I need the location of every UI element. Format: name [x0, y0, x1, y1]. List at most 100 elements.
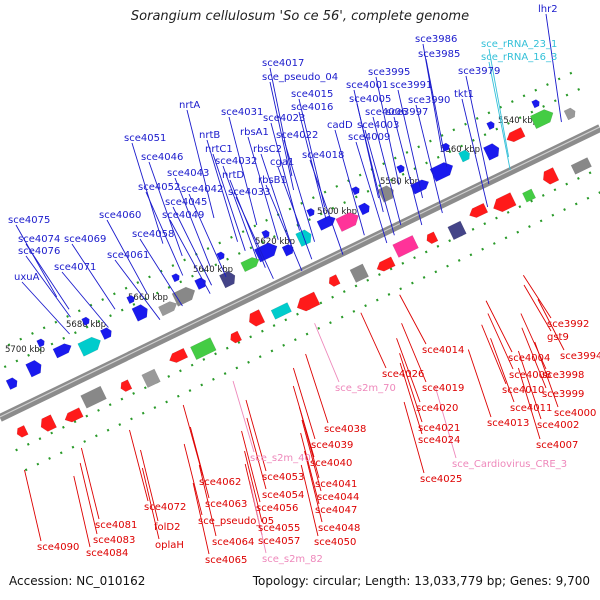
top-label-leader-line	[188, 193, 227, 277]
forward-gene-arrow	[99, 327, 112, 341]
bottom-feature-label: sce_pseudo_05	[198, 516, 274, 527]
top-label-leader-line	[15, 224, 58, 298]
top-feature-label: sce4043	[167, 168, 209, 179]
top-label-leader-line	[465, 75, 490, 185]
ring-gene-arrow	[171, 273, 180, 283]
reverse-gene-arrow	[376, 256, 396, 272]
top-feature-label: sce3991	[390, 80, 432, 91]
reverse-gene-arrow	[80, 385, 107, 409]
bottom-feature-label: sce_s2m_82	[262, 554, 323, 565]
kbp-scale-label: 5540 kbp	[498, 116, 538, 126]
top-label-leader-line	[114, 259, 161, 320]
bottom-feature-label: sce_s2m_40	[250, 453, 311, 464]
bottom-label-leader-line	[481, 324, 507, 385]
bottom-feature-label: sce4021	[418, 423, 460, 434]
top-label-leader-line	[148, 161, 183, 257]
bottom-feature-label: sce4010	[502, 385, 544, 396]
bottom-feature-label: sce4050	[314, 537, 356, 548]
bottom-feature-label: sce_Cardiovirus_CRE_3	[452, 459, 567, 470]
bottom-label-leader-line	[520, 313, 547, 370]
bottom-feature-label: sce_s2m_70	[335, 383, 396, 394]
top-label-leader-line	[71, 243, 116, 310]
forward-gene-arrow	[171, 286, 196, 307]
bottom-label-leader-line	[80, 447, 100, 520]
bottom-label-leader-line	[73, 475, 91, 548]
bottom-label-leader-line	[305, 353, 329, 424]
top-feature-label: uxuA	[14, 272, 40, 283]
reverse-gene-arrow	[64, 407, 84, 423]
top-label-leader-line	[174, 177, 211, 267]
bottom-label-leader-line	[487, 313, 514, 370]
bottom-feature-label: sce4072	[144, 502, 186, 513]
top-feature-label: sce4006	[365, 107, 407, 118]
forward-gene-arrow	[529, 109, 554, 130]
bottom-feature-label: oplaH	[155, 540, 184, 551]
forward-gene-arrow	[77, 336, 101, 357]
genome-summary-text: Topology: circular; Length: 13,033,779 b…	[252, 574, 590, 588]
top-label-leader-line	[488, 61, 511, 171]
top-feature-label: sce4060	[99, 210, 141, 221]
top-label-leader-line	[488, 48, 510, 158]
bottom-feature-label: sce4065	[205, 555, 247, 566]
bottom-feature-label: sce4041	[315, 479, 357, 490]
top-label-leader-line	[355, 141, 388, 244]
ring-gene-arrow	[261, 229, 270, 239]
bottom-feature-label: sce4019	[422, 383, 464, 394]
bottom-label-leader-line	[401, 323, 427, 383]
top-label-leader-line	[461, 98, 489, 208]
bottom-label-leader-line	[79, 462, 98, 535]
top-feature-label: sce4005	[349, 94, 391, 105]
bottom-feature-label: sce3999	[542, 389, 584, 400]
top-label-leader-line	[298, 111, 327, 221]
top-feature-label: sce4031	[221, 107, 263, 118]
bottom-feature-label: sce4064	[212, 537, 254, 548]
top-label-leader-line	[425, 58, 448, 168]
top-feature-label: sce4069	[64, 234, 106, 245]
bottom-feature-label: sce4011	[510, 403, 552, 414]
top-label-leader-line	[545, 13, 562, 123]
bottom-feature-label: sce4014	[422, 345, 464, 356]
backbone-group	[0, 124, 600, 422]
forward-gene-arrow	[240, 257, 260, 273]
feature-labels-group: lhr2 sce3986 sce3985 sce_rRNA_23_1 sce_rRNA_…	[8, 4, 600, 566]
kbp-scale-label: 5700 kbp	[5, 345, 45, 355]
top-label-leader-line	[186, 109, 215, 219]
bottom-label-leader-line	[241, 430, 261, 503]
tick-rings-group: 5540 kbp 5560 kbp 5580 kbp 5600 kbp 5620 kbp…	[0, 71, 600, 472]
bottom-feature-label: sce4000	[554, 408, 596, 419]
bottom-label-leader-line	[521, 327, 547, 389]
bottom-feature-label: sce4055	[258, 523, 300, 534]
bottom-feature-label: sce4039	[311, 440, 353, 451]
accession-text: Accession: NC_010162	[9, 574, 146, 588]
bottom-label-leader-line	[246, 417, 267, 490]
bottom-feature-label: gst9	[547, 332, 569, 343]
forward-gene-arrow	[357, 202, 370, 216]
top-feature-label: sce4017	[262, 58, 304, 69]
reverse-gene-arrow	[426, 231, 439, 245]
top-feature-label: sce3995	[368, 67, 410, 78]
bottom-feature-label: sce4062	[199, 477, 241, 488]
top-feature-label: sce3985	[418, 49, 460, 60]
backbone-band	[0, 124, 600, 422]
top-feature-label: sce4075	[8, 215, 50, 226]
bottom-feature-label: sce4047	[315, 505, 357, 516]
bottom-feature-label: sce3998	[542, 370, 584, 381]
top-feature-label: sce3990	[408, 95, 450, 106]
top-label-leader-line	[169, 219, 211, 294]
top-label-leader-line	[375, 76, 400, 186]
top-feature-label: sce4022	[276, 130, 318, 141]
bottom-feature-label: sce4044	[317, 492, 359, 503]
top-label-leader-line	[260, 153, 294, 251]
ring-gene-arrow	[81, 316, 90, 326]
top-feature-label: sce4018	[302, 150, 344, 161]
forward-gene-arrow	[335, 212, 359, 233]
map-title: Sorangium cellulosum 'So ce 56', complet…	[130, 9, 470, 24]
bottom-feature-label: sce4090	[37, 542, 79, 553]
backbone-highlight	[0, 126, 600, 418]
top-feature-label: nrtA	[179, 100, 200, 111]
top-label-leader-line	[145, 191, 184, 276]
bottom-label-leader-line	[189, 426, 210, 499]
reverse-gene-arrow	[230, 330, 243, 344]
bottom-feature-label: sce4004	[508, 353, 550, 364]
top-feature-label: sce3986	[415, 34, 457, 45]
